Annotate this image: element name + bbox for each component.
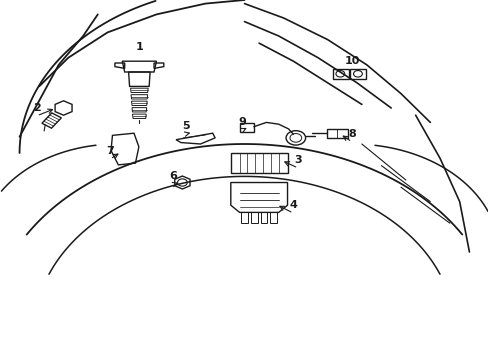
- Text: 5: 5: [182, 121, 189, 131]
- Text: 3: 3: [294, 155, 302, 165]
- Text: 10: 10: [344, 56, 359, 66]
- Text: 6: 6: [169, 171, 177, 181]
- Text: 4: 4: [289, 200, 297, 210]
- Text: 1: 1: [135, 42, 143, 52]
- Text: 9: 9: [238, 117, 245, 127]
- Text: 8: 8: [347, 129, 355, 139]
- Text: 2: 2: [33, 103, 41, 113]
- Text: 7: 7: [106, 146, 114, 156]
